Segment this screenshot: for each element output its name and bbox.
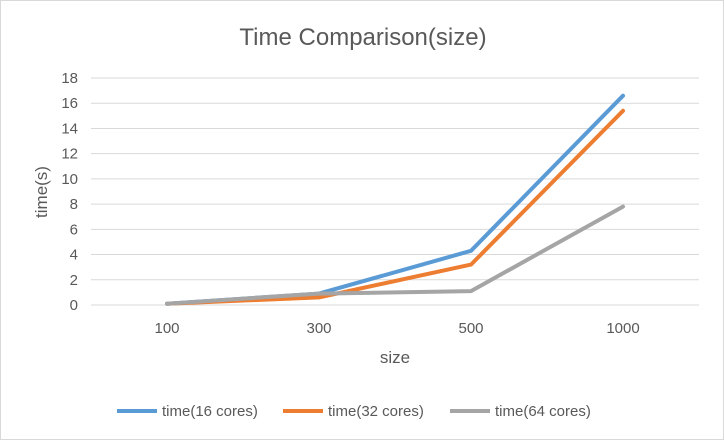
x-axis-label: size [380,348,410,367]
legend-entry: time(64 cores) [495,403,591,420]
legend: time(16 cores) time(32 cores) time(64 core… [117,403,591,420]
series-line-1 [167,96,623,304]
y-axis-label: time(s) [32,166,51,218]
series-line-3 [167,207,623,304]
y-tick-label: 0 [70,297,78,314]
y-tick-labels: 0 2 4 6 8 10 12 14 16 18 [61,70,78,314]
x-tick-label: 500 [458,320,483,337]
x-tick-labels: 100 300 500 1000 [154,320,639,337]
y-tick-label: 16 [61,95,78,112]
legend-entry: time(32 cores) [328,403,424,420]
chart-title: Time Comparison(size) [239,24,486,51]
y-tick-label: 4 [70,247,78,264]
y-tick-label: 10 [61,171,78,188]
x-tick-label: 1000 [606,320,639,337]
y-tick-label: 2 [70,272,78,289]
legend-entry: time(16 cores) [162,403,258,420]
series-lines [167,96,623,304]
series-line-2 [167,111,623,304]
y-tick-label: 6 [70,221,78,238]
y-tick-label: 12 [61,146,78,163]
y-tick-label: 14 [61,120,78,137]
y-tick-label: 8 [70,196,78,213]
y-tick-label: 18 [61,70,78,87]
x-tick-label: 300 [306,320,331,337]
x-tick-label: 100 [154,320,179,337]
